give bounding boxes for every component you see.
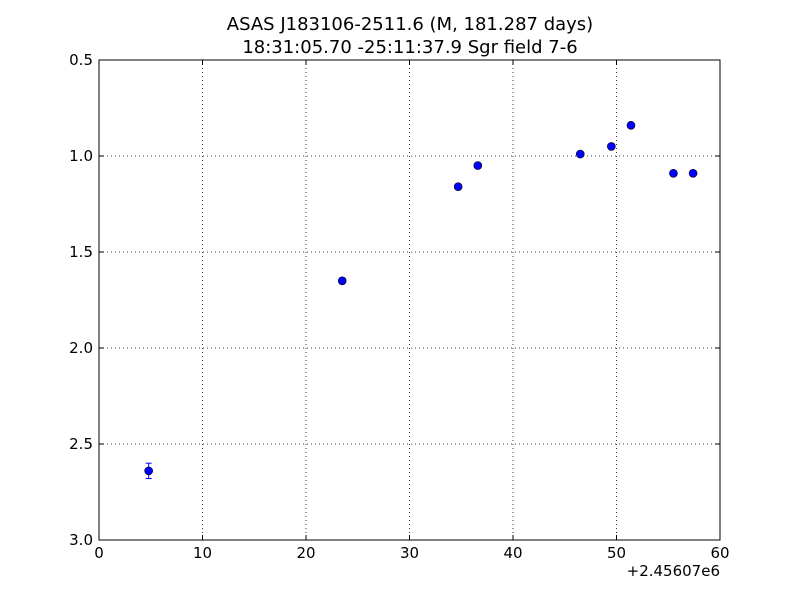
chart-title-line2: 18:31:05.70 -25:11:37.9 Sgr field 7-6 — [242, 37, 577, 58]
data-point — [607, 142, 616, 151]
data-point-group — [453, 182, 463, 192]
x-tick-label: 60 — [710, 544, 729, 562]
data-point-group — [626, 120, 636, 130]
data-point-group — [607, 142, 616, 151]
grid-layer — [99, 60, 720, 540]
x-offset-label: +2.45607e6 — [627, 562, 720, 580]
x-tick-label: 30 — [400, 544, 419, 562]
data-point — [626, 120, 636, 130]
y-tick-label: 1.5 — [69, 243, 93, 261]
data-point — [473, 161, 483, 170]
data-point — [669, 168, 678, 178]
data-point — [453, 182, 463, 192]
chart-title-line1: ASAS J183106-2511.6 (M, 181.287 days) — [227, 14, 593, 35]
data-point-group — [473, 161, 483, 170]
x-tick-label: 50 — [607, 544, 626, 562]
tick-labels-layer: 0 10 20 30 40 50 60 0.5 1.0 1.5 2.0 2.5 3.0 — [69, 51, 729, 562]
data-point — [575, 149, 585, 159]
points-layer — [144, 120, 698, 480]
data-point-group — [144, 462, 153, 480]
data-point — [688, 168, 698, 178]
x-tick-label: 10 — [193, 544, 212, 562]
y-tick-label: 2.5 — [69, 435, 93, 453]
data-point-group — [337, 276, 347, 286]
data-point-group — [688, 168, 698, 178]
x-tick-label: 20 — [296, 544, 315, 562]
data-point-group — [669, 168, 678, 178]
data-point-group — [575, 149, 585, 159]
x-tick-label: 0 — [94, 544, 104, 562]
y-tick-label: 3.0 — [69, 531, 93, 549]
ticks-layer — [98, 59, 721, 541]
data-point — [144, 466, 153, 476]
y-tick-label: 0.5 — [69, 51, 93, 69]
y-tick-label: 2.0 — [69, 339, 93, 357]
x-tick-label: 40 — [503, 544, 522, 562]
y-tick-label: 1.0 — [69, 147, 93, 165]
data-point — [337, 276, 347, 286]
